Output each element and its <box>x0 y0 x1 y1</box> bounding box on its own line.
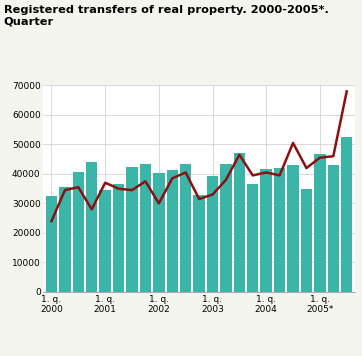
Bar <box>167 169 178 292</box>
Bar <box>328 165 339 292</box>
Bar <box>153 173 165 292</box>
Bar <box>73 172 84 292</box>
Bar <box>341 137 353 292</box>
Bar <box>193 195 205 292</box>
Bar <box>261 169 272 292</box>
Text: Quarter: Quarter <box>4 16 54 26</box>
Bar <box>233 153 245 292</box>
Bar <box>314 154 325 292</box>
Bar <box>247 184 258 292</box>
Bar <box>113 184 124 292</box>
Bar <box>140 164 151 292</box>
Bar <box>274 168 285 292</box>
Bar <box>126 167 138 292</box>
Bar <box>100 189 111 292</box>
Bar <box>301 189 312 292</box>
Text: Registered transfers of real property. 2000-2005*.: Registered transfers of real property. 2… <box>4 5 328 15</box>
Bar <box>46 196 57 292</box>
Bar <box>59 187 71 292</box>
Bar <box>220 164 232 292</box>
Bar <box>207 176 218 292</box>
Bar <box>180 164 191 292</box>
Bar <box>287 165 299 292</box>
Bar <box>86 162 97 292</box>
